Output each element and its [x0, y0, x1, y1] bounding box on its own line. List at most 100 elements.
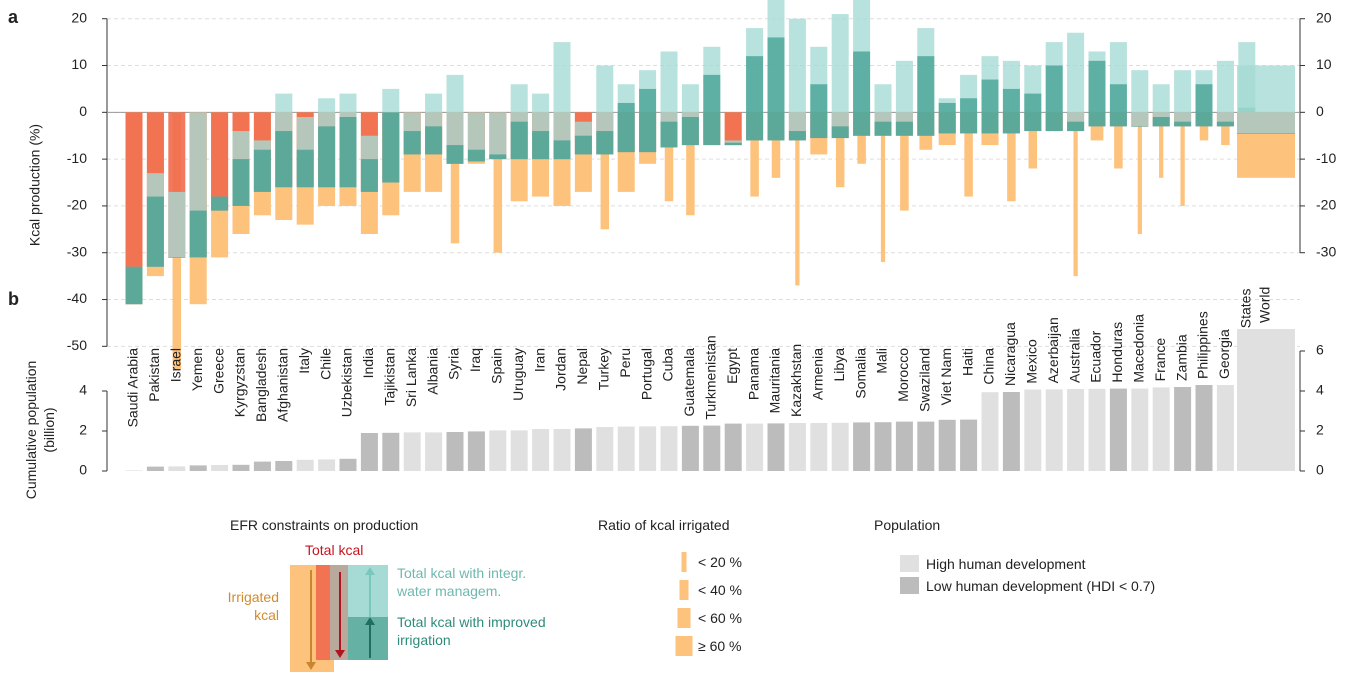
improved-bar	[1131, 126, 1149, 127]
legend-label: < 40 %	[698, 582, 742, 598]
improved-bar	[981, 79, 999, 134]
irrigated-bar	[686, 112, 695, 216]
category-label: Italy	[296, 348, 312, 374]
population-bar	[425, 432, 443, 471]
category-label: Viet Nam	[938, 348, 954, 405]
improved-bar	[917, 56, 935, 136]
population-bar	[168, 466, 186, 471]
improved-bar	[1088, 60, 1106, 127]
population-swatch	[900, 555, 919, 572]
population-bar	[211, 465, 229, 471]
population-bar	[681, 425, 699, 471]
y-tick-label: 2	[79, 422, 87, 438]
population-bar	[489, 430, 507, 471]
total-bar	[724, 112, 742, 146]
category-label: Bangladesh	[253, 348, 269, 422]
improved-bar	[382, 112, 400, 183]
improved-bar	[403, 131, 421, 155]
y-tick-label: -20	[67, 197, 87, 213]
improved-bar	[596, 131, 614, 155]
category-label: Kyrgyzstan	[232, 348, 248, 417]
improved-bar	[532, 131, 550, 160]
category-label: Tajikistan	[382, 348, 398, 406]
population-bar	[360, 433, 378, 471]
population-bar	[467, 431, 485, 471]
arrow-head	[365, 567, 375, 575]
iwm-bar	[1216, 60, 1234, 127]
improved-bar	[853, 51, 871, 136]
y2-tick-label: 20	[1316, 9, 1332, 25]
iwm-bar	[168, 191, 186, 258]
legend-label: High human development	[926, 556, 1086, 572]
category-label: Macedonia	[1131, 314, 1147, 383]
category-label: Philippines	[1195, 311, 1211, 379]
legend-schematic	[290, 565, 388, 672]
ratio-swatch	[679, 580, 689, 600]
y-tick-label: 0	[79, 462, 87, 478]
category-label: Kazakhstan	[788, 344, 804, 417]
population-bar	[403, 432, 421, 471]
category-label: Honduras	[1109, 322, 1125, 383]
irrigated-bar	[964, 112, 973, 197]
category-label: Syria	[446, 348, 462, 380]
improved-bar	[168, 257, 186, 258]
category-label: Azerbaijan	[1045, 317, 1061, 383]
improved-bar	[938, 102, 956, 134]
irrigated-bar	[1159, 112, 1164, 178]
y-tick-label: -10	[67, 150, 87, 166]
category-label: France	[1152, 338, 1168, 382]
iwm-bar	[553, 42, 571, 160]
y2-tick-label: -20	[1316, 197, 1336, 213]
population-bar	[1002, 392, 1020, 471]
irrigated-bar	[900, 112, 909, 211]
population-bar	[703, 425, 721, 471]
category-label: Spain	[489, 348, 505, 384]
category-label: Guatemala	[681, 348, 697, 417]
legend-label: Total kcal with integr. water managem.	[397, 565, 527, 599]
population-bar	[1088, 388, 1106, 471]
population-bar	[296, 459, 314, 471]
category-label: Libya	[831, 348, 847, 382]
population-bar	[339, 458, 357, 471]
improved-bar	[617, 102, 635, 153]
improved-bar	[681, 117, 699, 146]
category-label: Peru	[617, 348, 633, 378]
panel-a: 20 10 0 -10 -20 -30 -40 -50 20 10 0 -10 -20 -30	[67, 0, 1336, 370]
improved-bar	[553, 140, 571, 160]
irrigated-bar	[750, 112, 759, 197]
category-label: Pakistan	[146, 348, 162, 402]
y2-tick-label: 10	[1316, 56, 1332, 72]
y2-tick-label: -10	[1316, 150, 1336, 166]
population-swatch	[900, 577, 919, 594]
y2-tick-label: 6	[1316, 342, 1324, 358]
category-label: Australia	[1066, 328, 1082, 383]
iwm-bar	[895, 60, 913, 136]
population-bar	[596, 427, 614, 471]
population-bar	[746, 423, 764, 471]
population-bar	[146, 466, 164, 471]
legend-label: Low human development (HDI < 0.7)	[926, 578, 1156, 594]
improved-bar	[639, 88, 657, 153]
category-label: Uruguay	[510, 348, 526, 401]
y-tick-label: -50	[67, 337, 87, 353]
total-bar	[211, 112, 229, 211]
population-bar	[1131, 388, 1149, 471]
improved-bar	[1109, 84, 1127, 127]
population-bar	[232, 464, 250, 471]
category-label: Portugal	[638, 348, 654, 400]
population-bar	[1195, 385, 1213, 471]
y2-tick-label: 0	[1316, 103, 1324, 119]
legend-label: Total kcal with improved irrigation	[397, 614, 546, 648]
improved-bar	[1174, 121, 1192, 127]
population-bar	[382, 432, 400, 471]
arrow-head	[335, 650, 345, 658]
category-label: Somalia	[852, 348, 868, 399]
category-label: World	[1257, 287, 1273, 323]
improved-bar	[1195, 84, 1213, 127]
population-bar	[1109, 388, 1127, 471]
irrigated-bar	[795, 112, 800, 286]
irrigated-bar	[450, 112, 460, 244]
improved-bar	[574, 135, 592, 155]
improved-bar	[360, 159, 378, 192]
population-bar	[724, 423, 742, 471]
